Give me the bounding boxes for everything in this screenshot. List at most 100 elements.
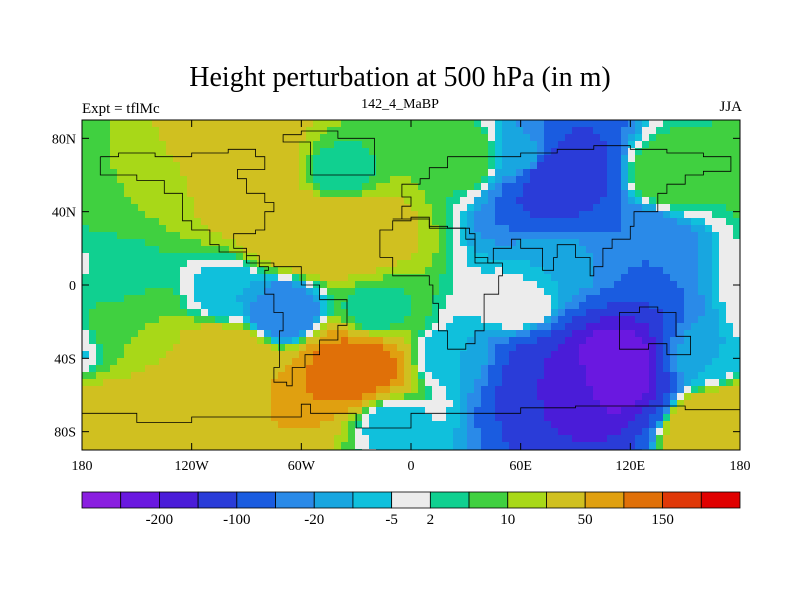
field-cell: [257, 120, 265, 128]
field-cell: [292, 323, 300, 331]
field-cell: [404, 176, 412, 184]
field-cell: [649, 309, 657, 317]
field-cell: [474, 183, 482, 191]
field-cell: [271, 148, 279, 156]
field-cell: [614, 386, 622, 394]
field-cell: [131, 281, 139, 289]
field-cell: [299, 365, 307, 373]
field-cell: [152, 414, 160, 422]
field-cell: [698, 309, 706, 317]
field-cell: [390, 386, 398, 394]
field-cell: [285, 295, 293, 303]
field-cell: [166, 302, 174, 310]
colorbar-box: [700, 491, 741, 509]
field-cell: [278, 218, 286, 226]
field-cell: [670, 176, 678, 184]
field-cell: [152, 274, 160, 282]
field-cell: [257, 428, 265, 436]
field-cell: [488, 344, 496, 352]
field-cell: [187, 309, 195, 317]
field-cell: [390, 120, 398, 128]
field-cell: [124, 134, 132, 142]
field-cell: [131, 435, 139, 443]
field-cell: [264, 421, 272, 429]
field-cell: [334, 428, 342, 436]
field-cell: [586, 309, 594, 317]
field-cell: [292, 239, 300, 247]
field-cell: [131, 225, 139, 233]
field-cell: [726, 435, 734, 443]
field-cell: [607, 218, 615, 226]
field-cell: [313, 246, 321, 254]
field-cell: [320, 302, 328, 310]
field-cell: [425, 337, 433, 345]
field-cell: [663, 330, 671, 338]
field-cell: [145, 442, 153, 450]
field-cell: [453, 330, 461, 338]
field-cell: [670, 120, 678, 128]
field-cell: [355, 260, 363, 268]
field-cell: [684, 197, 692, 205]
field-cell: [208, 183, 216, 191]
field-cell: [509, 127, 517, 135]
field-cell: [208, 281, 216, 289]
field-cell: [250, 323, 258, 331]
field-cell: [89, 428, 97, 436]
field-cell: [586, 204, 594, 212]
field-cell: [341, 190, 349, 198]
field-cell: [390, 400, 398, 408]
field-cell: [460, 134, 468, 142]
field-cell: [509, 274, 517, 282]
field-cell: [726, 323, 734, 331]
field-cell: [432, 316, 440, 324]
field-cell: [180, 372, 188, 380]
field-cell: [159, 162, 167, 170]
field-cell: [89, 281, 97, 289]
field-cell: [593, 120, 601, 128]
field-cell: [495, 141, 503, 149]
field-cell: [418, 211, 426, 219]
field-cell: [390, 295, 398, 303]
field-cell: [621, 435, 629, 443]
field-cell: [285, 316, 293, 324]
field-cell: [439, 358, 447, 366]
field-cell: [460, 197, 468, 205]
field-cell: [222, 309, 230, 317]
field-cell: [523, 190, 531, 198]
field-cell: [446, 225, 454, 233]
field-cell: [551, 386, 559, 394]
field-cell: [299, 337, 307, 345]
field-cell: [348, 386, 356, 394]
field-cell: [607, 267, 615, 275]
field-cell: [222, 330, 230, 338]
field-cell: [453, 232, 461, 240]
field-cell: [348, 211, 356, 219]
field-cell: [278, 358, 286, 366]
field-cell: [698, 400, 706, 408]
field-cell: [558, 281, 566, 289]
field-cell: [152, 442, 160, 450]
field-cell: [656, 337, 664, 345]
field-cell: [544, 169, 552, 177]
field-cell: [257, 407, 265, 415]
field-cell: [649, 358, 657, 366]
field-cell: [453, 421, 461, 429]
field-cell: [257, 155, 265, 163]
field-cell: [719, 323, 727, 331]
field-cell: [194, 274, 202, 282]
field-cell: [313, 253, 321, 261]
field-cell: [516, 344, 524, 352]
field-cell: [572, 442, 580, 450]
field-cell: [187, 155, 195, 163]
field-cell: [117, 288, 125, 296]
field-cell: [278, 316, 286, 324]
field-cell: [712, 330, 720, 338]
field-cell: [285, 204, 293, 212]
field-cell: [565, 204, 573, 212]
field-cell: [187, 358, 195, 366]
field-cell: [397, 120, 405, 128]
field-cell: [397, 190, 405, 198]
field-cell: [215, 358, 223, 366]
field-cell: [691, 246, 699, 254]
field-cell: [327, 358, 335, 366]
